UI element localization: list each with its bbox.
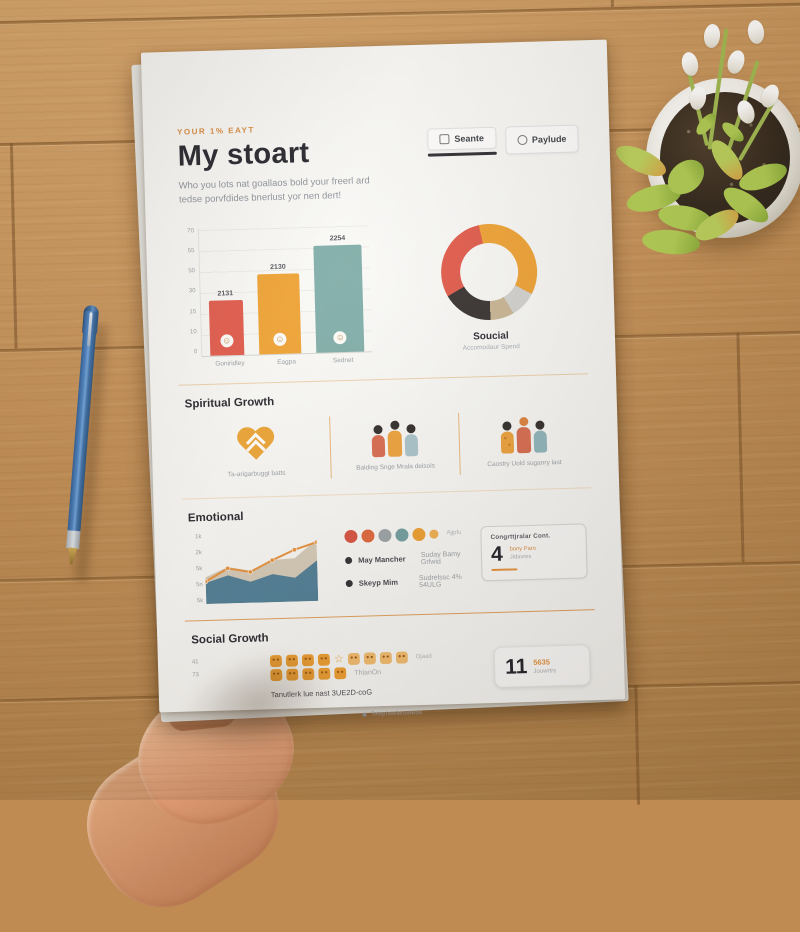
report-subtitle: Who you lots nat goallaos bold your free… (178, 175, 370, 206)
spiritual-item-group1: Balding Snge Mrala deisols (334, 419, 455, 472)
footer-dot-icon (362, 712, 367, 717)
mood-icon (395, 527, 409, 542)
heart-icon (235, 427, 276, 464)
stat-value: 4 (490, 542, 504, 566)
header-buttons: Seante Paylude (427, 124, 579, 157)
smiley-icon (379, 651, 392, 665)
bar: ☺ (208, 299, 244, 356)
spiritual-section-heading: Spiritual Growth (184, 395, 275, 411)
mood-icon (412, 527, 426, 541)
spiritual-row: Ta-arigarbuggt batts Balding Snge Mrala … (185, 409, 585, 482)
donut-sublabel: Accomodaur Spend (462, 342, 520, 352)
active-button-underline (427, 151, 497, 157)
donut-label: Soucial (472, 329, 509, 342)
spiritual-item-group2: Caostry Uold suganry last (463, 415, 584, 468)
vertical-divider (329, 415, 332, 478)
explore-button[interactable]: Paylude (504, 124, 579, 155)
flower-bud (702, 23, 722, 49)
flower-bud (679, 50, 701, 78)
emotional-list: May Mancher Suday Bamy Grlwid Skeyp Mim … (345, 550, 482, 591)
bar-chart-plot: 2131 ☺ 2130 ☺ 2254 ☺ (197, 222, 373, 357)
vertical-divider (458, 412, 461, 475)
smiley-icon: ☺ (219, 333, 234, 348)
mood-legend (344, 527, 439, 543)
page-title: My stoart (177, 136, 310, 173)
section-divider (184, 608, 595, 622)
emotional-middle-column: Ajjpfu May Mancher Suday Bamy Grlwid Ske… (338, 526, 482, 591)
stat-card-11: 11 5635 Jouwrtrs (493, 644, 591, 689)
flower-bud (724, 48, 748, 76)
donut-chart (439, 222, 539, 321)
spiritual-item-heart: Ta-arigarbuggt batts (185, 419, 327, 479)
report-header: YOUR 1% EAYT My stoart Who you lots nat … (177, 117, 579, 209)
people-group-icon (500, 416, 548, 454)
bar-column: 2130 ☺ (256, 225, 302, 354)
list-item: Skeyp Mim Sudrelssc 4% 54ULG (345, 573, 482, 591)
bar-chart: 70 55 50 30 15 10 0 2131 ☺ 2130 (180, 222, 402, 357)
potted-plant (598, 0, 800, 270)
stat-value: 11 (504, 655, 528, 679)
section-divider (181, 486, 592, 500)
trophy-icon (439, 134, 450, 145)
smiley-icon (363, 652, 376, 665)
people-group-icon (371, 420, 419, 457)
charts-row: 70 55 50 30 15 10 0 2131 ☺ 2130 (180, 217, 582, 368)
medal-icon (516, 134, 528, 146)
smiley-icon (395, 651, 408, 664)
bar: ☺ (257, 272, 302, 354)
pen-tip (67, 547, 77, 565)
donut-chart-block: Soucial Accomodaur Spend (398, 221, 581, 353)
report-paper: YOUR 1% EAYT My stoart Who you lots nat … (140, 39, 626, 717)
emotional-section-heading: Emotional (187, 510, 244, 525)
pen-body (67, 310, 98, 534)
section-divider (178, 372, 589, 386)
stat-card-4: Congrttjralar Cont. 4 bony Paro Jidavres (480, 522, 588, 581)
area-chart-block: 1k 2k 5k 5n 5k (188, 530, 340, 604)
mood-icon (378, 528, 392, 542)
mood-icon (344, 529, 358, 543)
mood-icon (429, 529, 439, 539)
flower-bud (746, 19, 766, 45)
smiley-icon: ☺ (333, 330, 347, 344)
bar: ☺ (313, 244, 365, 353)
accent-underline (491, 567, 518, 571)
pen-grip (66, 530, 81, 550)
share-button[interactable]: Seante (427, 126, 497, 151)
list-bullet-icon (345, 579, 353, 588)
list-item: May Mancher Suday Bamy Grlwid (345, 550, 481, 568)
smiley-icon: ☺ (273, 332, 287, 346)
donut-hole (459, 241, 519, 302)
area-chart-y-axis: 1k 2k 5k 5n 5k (194, 533, 204, 604)
bar-column: 2254 ☺ (313, 223, 365, 353)
area-chart (204, 538, 319, 604)
bar-column: 2131 ☺ (206, 226, 244, 356)
mood-icon (361, 528, 375, 543)
list-bullet-icon (345, 556, 353, 565)
bar-chart-x-labels: Goniridley Eagpa Sednet (215, 356, 354, 368)
emotional-row: 1k 2k 5k 5n 5k Ajjpfu May Mancher Suday B (188, 522, 588, 604)
